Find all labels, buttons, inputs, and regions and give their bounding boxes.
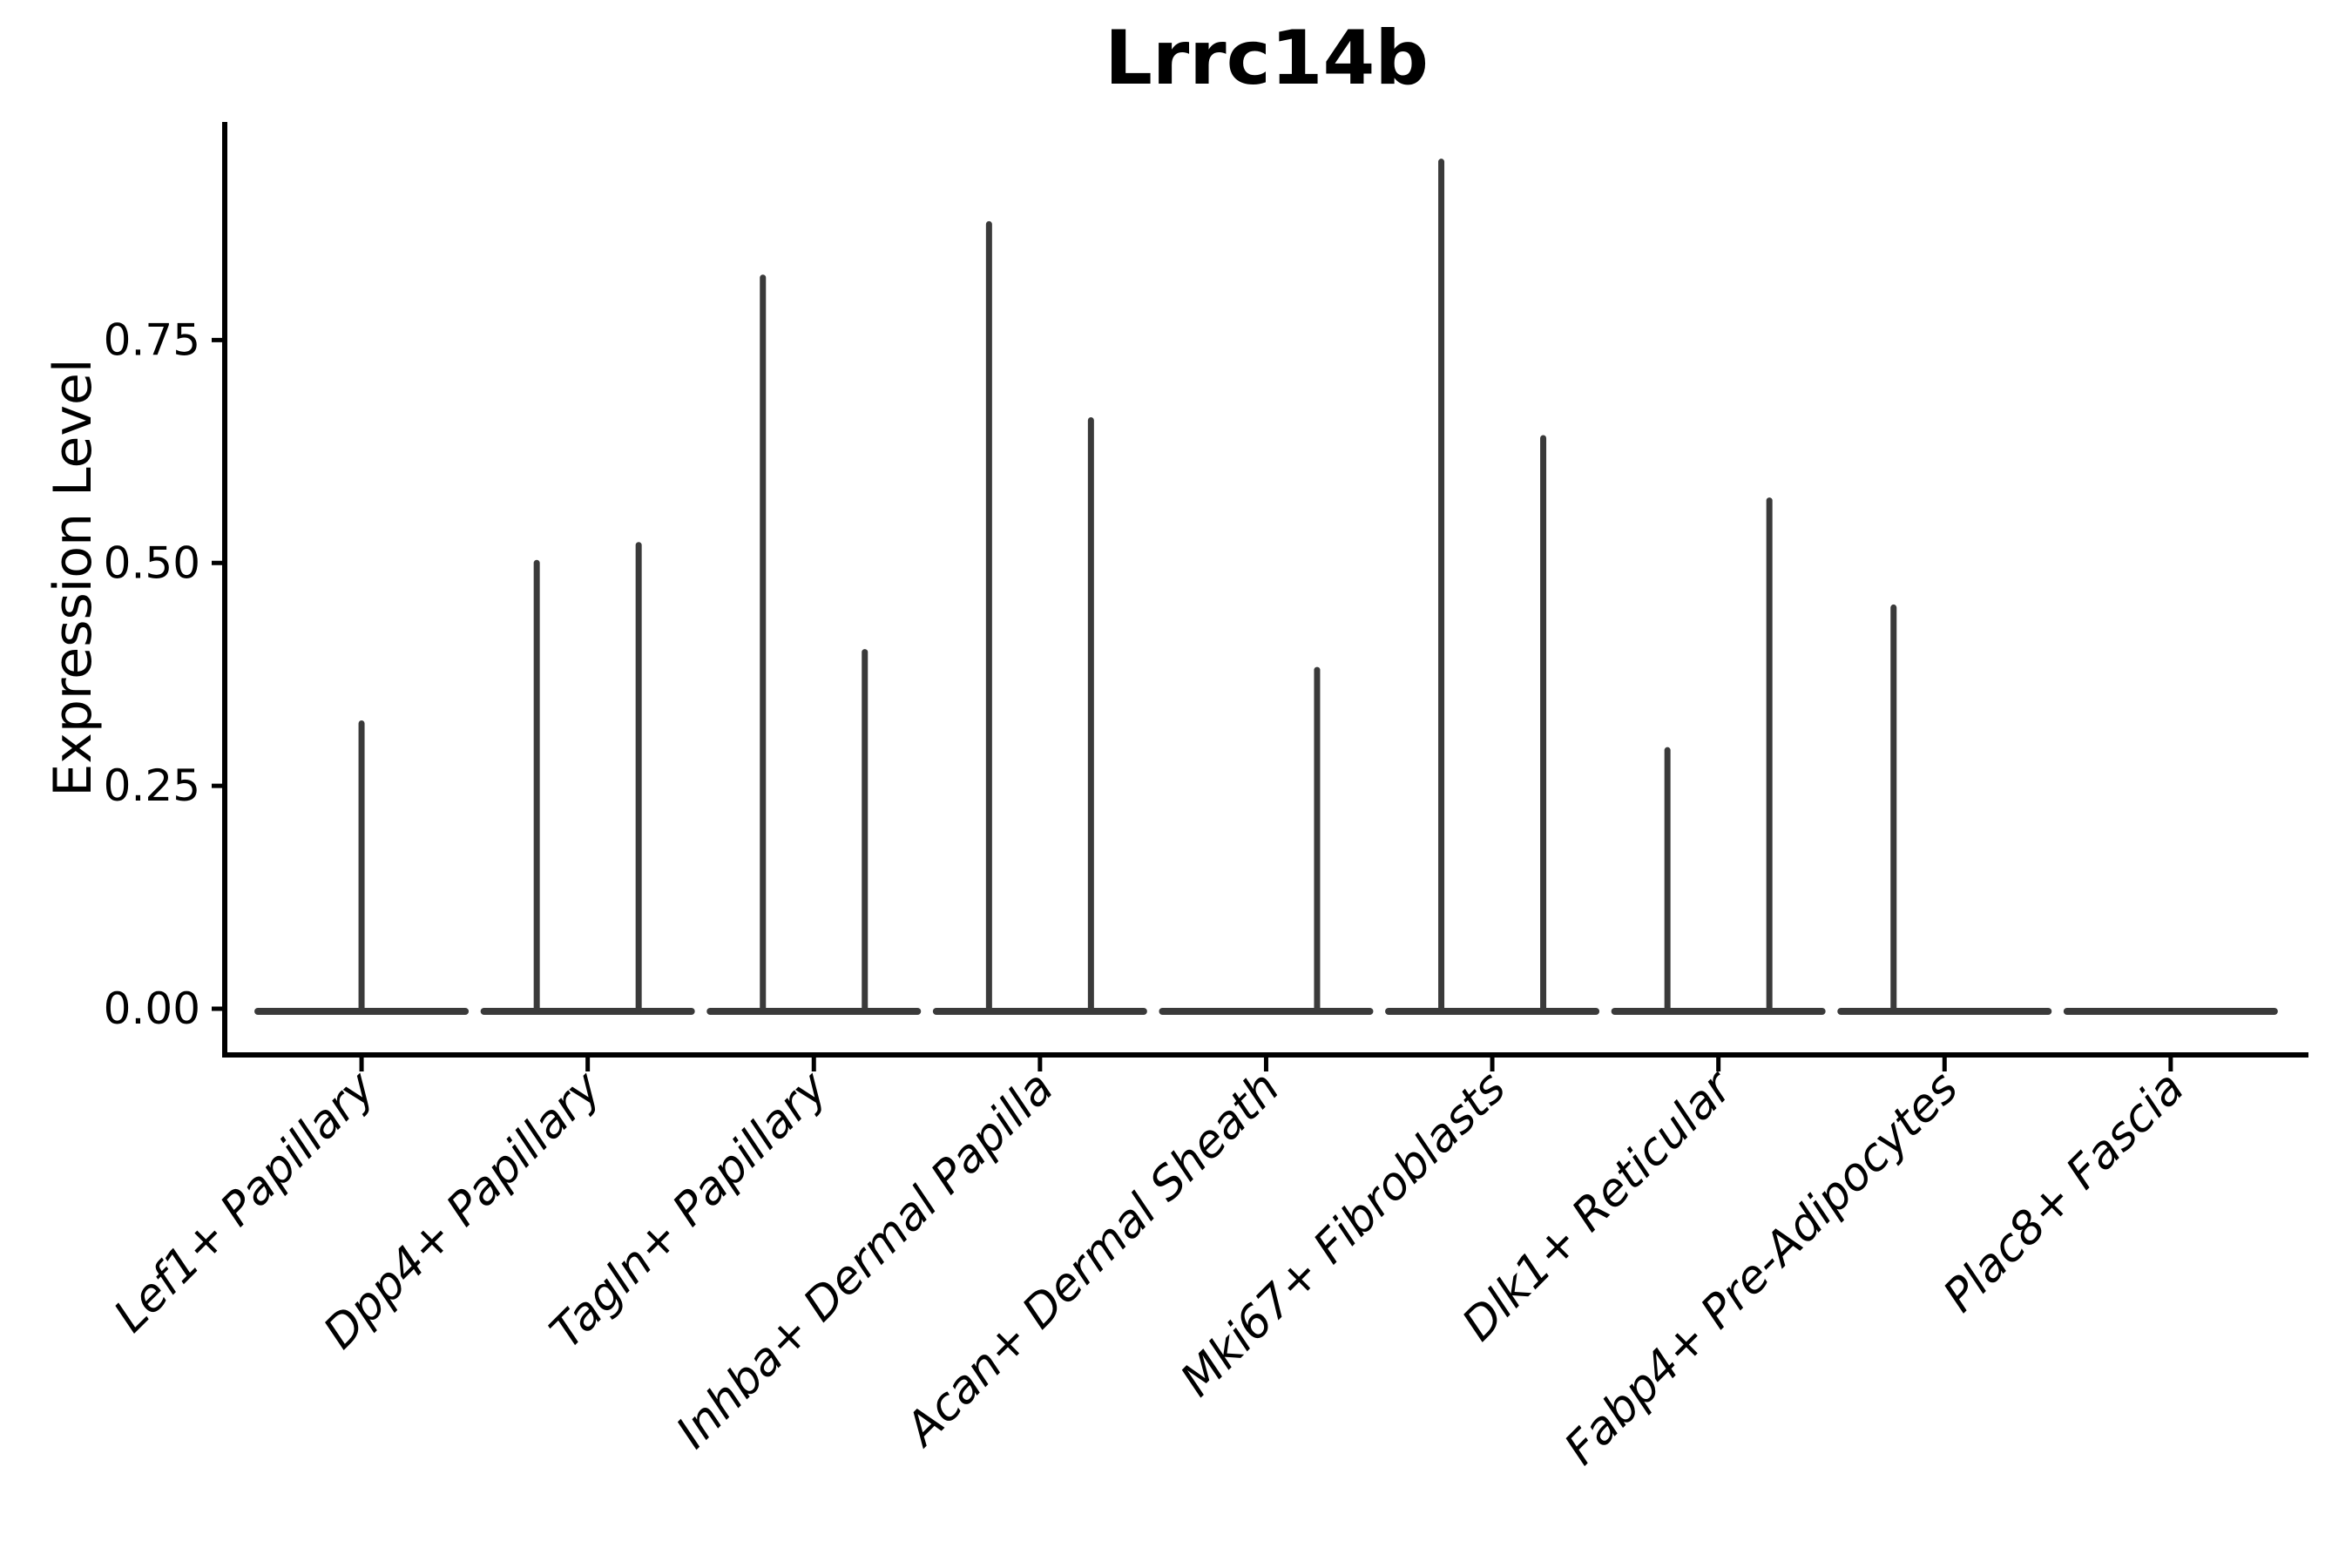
x-tick-label: Plac8+ Fascia [1934,1062,2194,1322]
x-tick-label: Inhba+ Dermal Papilla [666,1062,1064,1459]
y-tick-label: 0.00 [104,983,200,1034]
chart-title: Lrrc14b [1105,15,1429,102]
x-tick-label: Fabp4+ Pre-Adipocytes [1555,1062,1969,1476]
y-tick-label: 0.50 [104,537,200,588]
y-tick-label: 0.25 [104,760,200,811]
y-tick-label: 0.75 [104,314,200,365]
x-tick-label: Acan+ Dermal Sheath [895,1062,1290,1457]
